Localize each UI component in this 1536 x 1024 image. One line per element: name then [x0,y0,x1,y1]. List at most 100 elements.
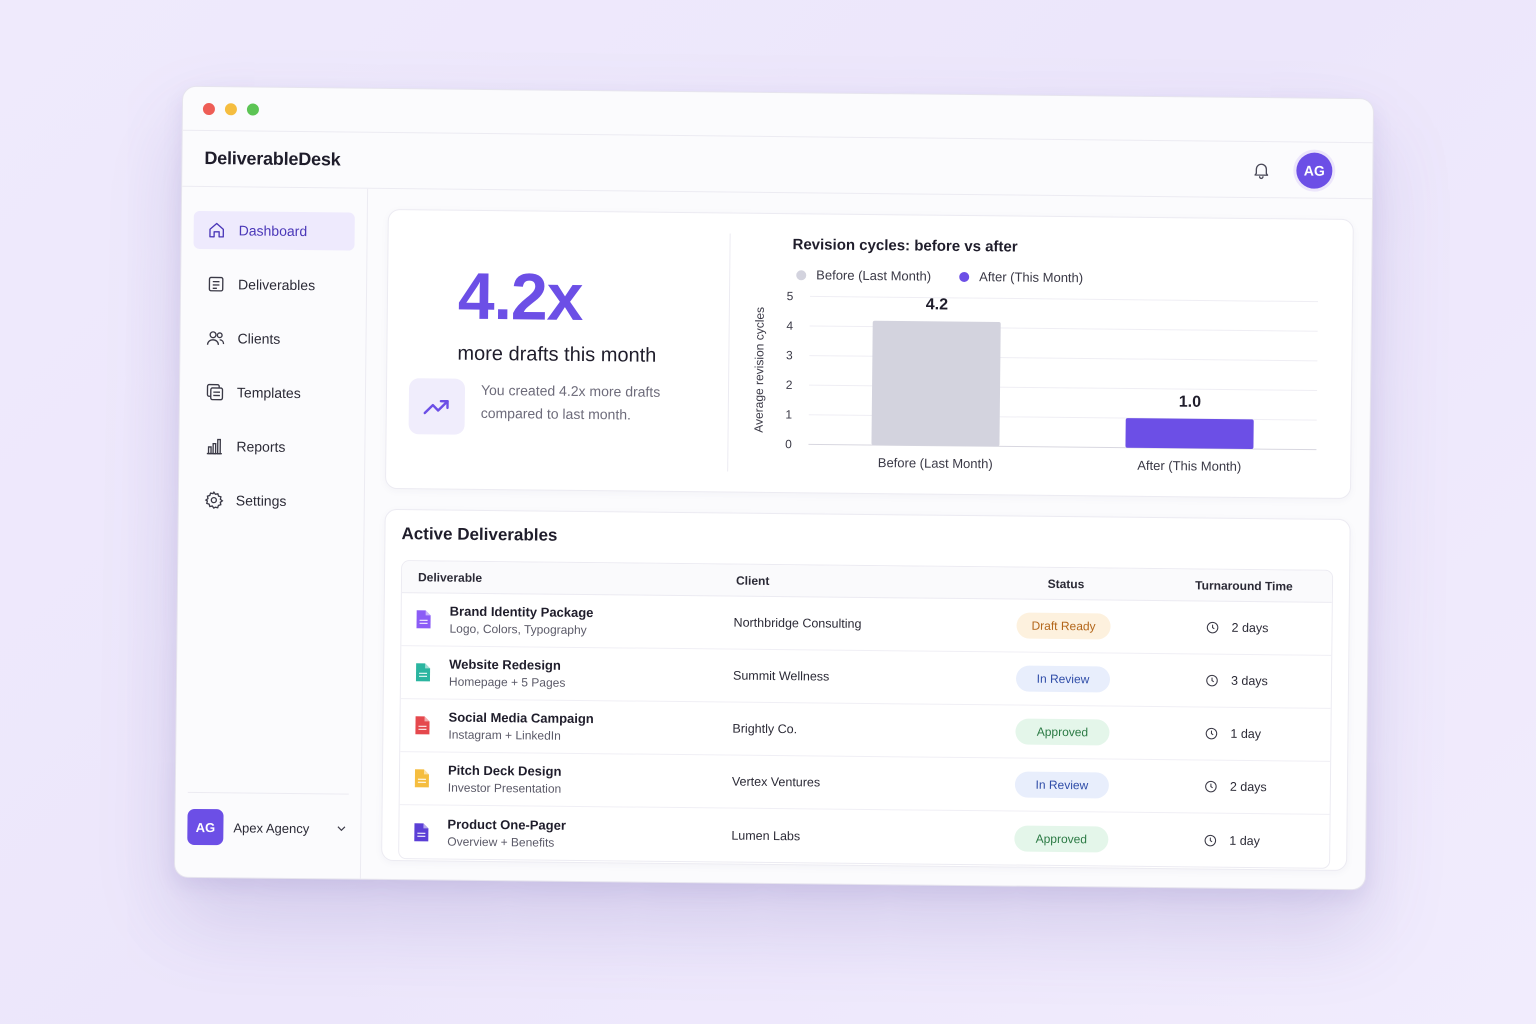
insight-text: You created 4.2x more drafts compared to… [480,381,661,423]
status-cell: Approved [972,718,1152,746]
deliverable-cell: Social Media Campaign Instagram + Linked… [414,709,732,744]
deliverable-subtitle: Instagram + LinkedIn [448,727,561,743]
sidebar-item-reports[interactable]: Reports [191,427,352,467]
app-brand[interactable]: DeliverableDesk [204,148,341,170]
y-tick-label: 2 [786,378,793,392]
x-tick-label: After (This Month) [1137,458,1241,474]
table-row[interactable]: Pitch Deck Design Investor Presentation … [399,752,1331,815]
org-name: Apex Agency [233,819,310,836]
deliverable-cell: Website Redesign Homepage + 5 Pages [415,656,733,691]
column-header-turnaround[interactable]: Turnaround Time [1195,577,1293,593]
status-badge: In Review [1015,665,1111,693]
legend-label-before: Before (Last Month) [816,267,932,284]
revision-chart-panel: Revision cycles: before vs after Before … [728,214,1353,498]
sidebar-item-label: Reports [236,438,286,455]
status-cell: In Review [972,771,1152,799]
deliverable-cell: Pitch Deck Design Investor Presentation [414,762,732,797]
maximize-window-button[interactable] [246,102,260,116]
turnaround-value: 2 days [1229,779,1267,795]
turnaround-value: 2 days [1231,620,1269,636]
app-window: DeliverableDesk AG Dashboard Deliverable… [173,85,1375,891]
status-cell: Draft Ready [973,612,1153,640]
turnaround-cell: 1 day [1152,726,1330,742]
notifications-bell-icon[interactable] [1250,158,1272,180]
user-avatar[interactable]: AG [1296,151,1333,189]
client-name: Brightly Co. [732,721,798,737]
y-axis-label: Average revision cycles [752,307,767,433]
sidebar-item-settings[interactable]: Settings [191,481,352,521]
home-icon [209,222,225,238]
turnaround-value: 3 days [1230,673,1268,689]
turnaround-value: 1 day [1229,833,1261,848]
client-name: Northbridge Consulting [733,615,862,631]
minimize-window-button[interactable] [224,102,238,115]
deliverable-subtitle: Logo, Colors, Typography [449,621,587,638]
deliverable-name[interactable]: Pitch Deck Design [447,762,562,779]
status-badge: Approved [1014,825,1109,853]
column-header-deliverable[interactable]: Deliverable [417,569,483,585]
bar-chart-icon [206,438,222,455]
close-window-button[interactable] [202,102,216,115]
sidebar-item-clients[interactable]: Clients [192,319,353,359]
deliverable-name[interactable]: Social Media Campaign [448,709,594,727]
sidebar-item-templates[interactable]: Templates [192,373,353,413]
deliverable-name[interactable]: Website Redesign [449,656,561,673]
clock-icon [1204,834,1217,846]
table-row[interactable]: Social Media Campaign Instagram + Linked… [400,699,1331,762]
users-icon [206,331,225,345]
table-title: Active Deliverables [401,524,558,545]
summary-card: 4.2x more drafts this month You created … [384,208,1354,500]
file-icon [414,769,429,788]
turnaround-cell: 1 day [1151,832,1329,848]
x-tick-label: Before (Last Month) [878,455,993,471]
metric-panel: 4.2x more drafts this month You created … [386,229,731,472]
turnaround-cell: 2 days [1152,779,1330,795]
document-list-icon [208,276,224,292]
legend-item-before: Before (Last Month) [796,267,932,284]
file-icon [414,822,429,841]
status-cell: Approved [971,825,1151,853]
clock-icon [1206,674,1218,687]
deliverable-name[interactable]: Product One-Pager [447,816,567,833]
turnaround-cell: 3 days [1153,673,1331,689]
legend-swatch-before [796,269,807,280]
metric-label: more drafts this month [457,342,657,367]
file-icon [415,716,430,735]
clock-icon [1205,727,1218,740]
column-header-client[interactable]: Client [735,573,770,588]
table-row[interactable]: Website Redesign Homepage + 5 Pages Summ… [400,646,1332,709]
deliverable-subtitle: Investor Presentation [447,780,562,796]
bar-value-label: 1.0 [1179,394,1202,411]
app-header: DeliverableDesk AG [182,130,1373,200]
deliverables-table: Deliverable Client Status Turnaround Tim… [398,560,1334,869]
y-tick-label: 4 [786,319,793,333]
client-name: Vertex Ventures [731,774,821,790]
status-badge: Approved [1015,718,1110,746]
turnaround-value: 1 day [1230,726,1262,742]
table-row[interactable]: Product One-Pager Overview + Benefits Lu… [399,805,1330,868]
file-icon [416,610,431,629]
legend-swatch-after [959,271,970,282]
deliverable-cell: Product One-Pager Overview + Benefits [413,816,731,851]
deliverables-card: Active Deliverables Deliverable Client S… [381,508,1351,872]
templates-icon [206,383,224,401]
y-tick-label: 3 [786,348,793,362]
chart-title: Revision cycles: before vs after [792,236,1018,256]
column-header-status[interactable]: Status [1047,576,1085,591]
org-switcher[interactable]: AG Apex Agency [187,791,349,847]
file-icon [415,663,431,682]
bar-before [871,320,1001,447]
sidebar-item-dashboard[interactable]: Dashboard [193,210,355,251]
org-avatar: AG [187,808,224,846]
table-body: Brand Identity Package Logo, Colors, Typ… [399,593,1332,868]
chevron-down-icon[interactable] [334,821,348,835]
bar-after [1125,418,1254,449]
deliverable-subtitle: Overview + Benefits [447,834,555,850]
deliverable-name[interactable]: Brand Identity Package [449,603,594,621]
sidebar-item-deliverables[interactable]: Deliverables [193,265,354,305]
client-name: Summit Wellness [732,668,830,684]
metric-value: 4.2x [457,258,583,334]
clock-icon [1205,780,1217,793]
table-row[interactable]: Brand Identity Package Logo, Colors, Typ… [401,593,1332,656]
bar-value-label: 4.2 [926,296,949,313]
